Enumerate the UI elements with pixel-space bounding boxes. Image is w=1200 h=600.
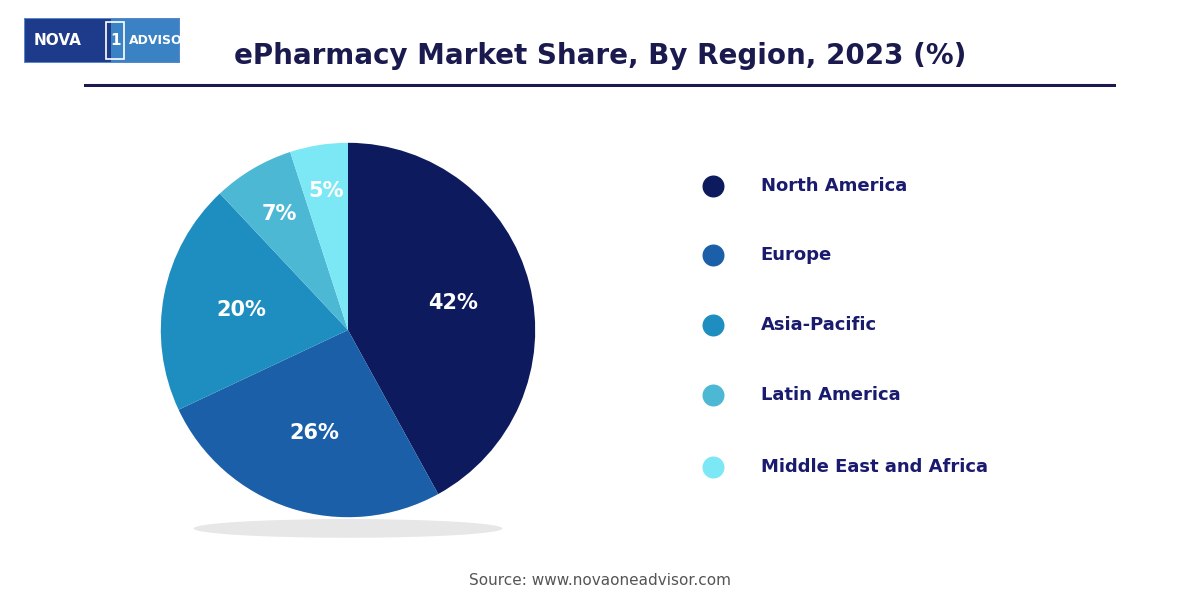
Point [703, 181, 722, 191]
Text: 26%: 26% [289, 423, 340, 443]
Text: Source: www.novaoneadvisor.com: Source: www.novaoneadvisor.com [469, 573, 731, 588]
Text: 1: 1 [110, 33, 120, 48]
Point [703, 320, 722, 329]
Text: 42%: 42% [428, 293, 478, 313]
Text: 5%: 5% [308, 181, 343, 202]
Text: Middle East and Africa: Middle East and Africa [761, 458, 988, 476]
Text: 7%: 7% [262, 204, 298, 224]
Text: 20%: 20% [216, 299, 266, 320]
Point [703, 462, 722, 472]
Text: ePharmacy Market Share, By Region, 2023 (%): ePharmacy Market Share, By Region, 2023 … [234, 42, 966, 70]
Text: Latin America: Latin America [761, 386, 900, 404]
Text: Europe: Europe [761, 245, 832, 263]
Ellipse shape [193, 519, 503, 538]
Wedge shape [348, 143, 535, 494]
Wedge shape [161, 194, 348, 410]
Text: North America: North America [761, 178, 907, 196]
Text: ADVISOR: ADVISOR [128, 34, 192, 47]
Text: Asia-Pacific: Asia-Pacific [761, 316, 877, 334]
Point [703, 250, 722, 259]
Wedge shape [179, 330, 438, 517]
FancyBboxPatch shape [112, 18, 180, 63]
Point [703, 390, 722, 400]
Text: NOVA: NOVA [34, 33, 82, 48]
FancyBboxPatch shape [24, 18, 112, 63]
Wedge shape [290, 143, 348, 330]
Wedge shape [220, 152, 348, 330]
